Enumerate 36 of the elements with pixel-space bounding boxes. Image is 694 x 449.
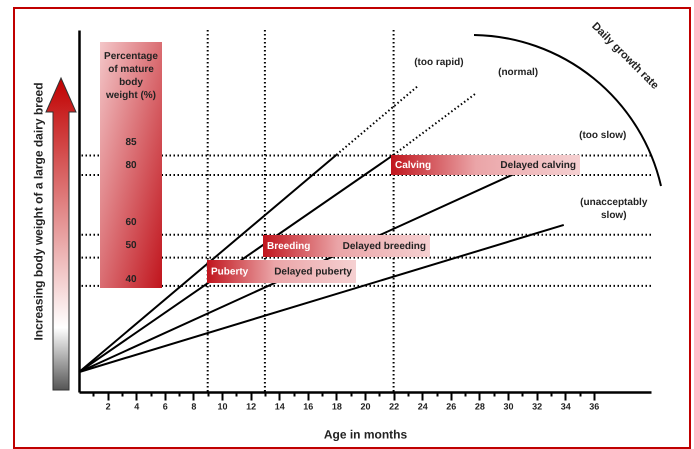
x-tick-label: 10	[217, 402, 228, 412]
x-tick-label: 12	[246, 402, 256, 412]
x-tick-label: 30	[503, 402, 514, 412]
annotation: 80	[125, 160, 137, 171]
annotation: Breeding	[267, 241, 310, 252]
x-tick-label: 20	[360, 402, 371, 412]
x-tick-label: 26	[446, 402, 456, 412]
x-tick-label: 18	[332, 402, 342, 412]
x-tick-label: 34	[560, 402, 571, 412]
x-tick-label: 36	[589, 402, 600, 412]
annotation: 60	[125, 217, 137, 228]
annotation: 85	[125, 137, 137, 148]
x-tick-label: 2	[106, 402, 111, 412]
y-axis-title: Increasing body weight of a large dairy breed	[32, 82, 46, 341]
annotation: Calving	[395, 160, 432, 171]
annotation: Delayed breeding	[342, 241, 426, 252]
series-label: (unacceptably slow)	[580, 196, 648, 221]
x-tick-label: 4	[134, 402, 140, 412]
text: (normal)	[498, 66, 538, 78]
x-tick-label: 22	[389, 402, 400, 412]
series-label: (too rapid)	[414, 57, 464, 68]
text: (too slow)	[579, 130, 626, 142]
x-tick-label: 24	[418, 402, 428, 412]
x-tick-label: 16	[303, 402, 314, 412]
x-tick-label: 32	[532, 402, 542, 412]
x-axis-title: Age in months	[324, 428, 408, 442]
x-tick-label: 8	[191, 402, 196, 412]
x-tick-label: 6	[162, 402, 168, 412]
annotation: Delayed calving	[500, 160, 576, 171]
annotation: Percentage of mature body weight (%)	[104, 51, 158, 101]
x-tick-label: 14	[274, 402, 285, 412]
x-tick-label: 28	[474, 402, 485, 412]
annotation: Puberty	[211, 266, 249, 278]
annotation: 40	[125, 274, 137, 285]
annotation: Delayed puberty	[274, 266, 352, 278]
annotation: 50	[125, 240, 137, 251]
